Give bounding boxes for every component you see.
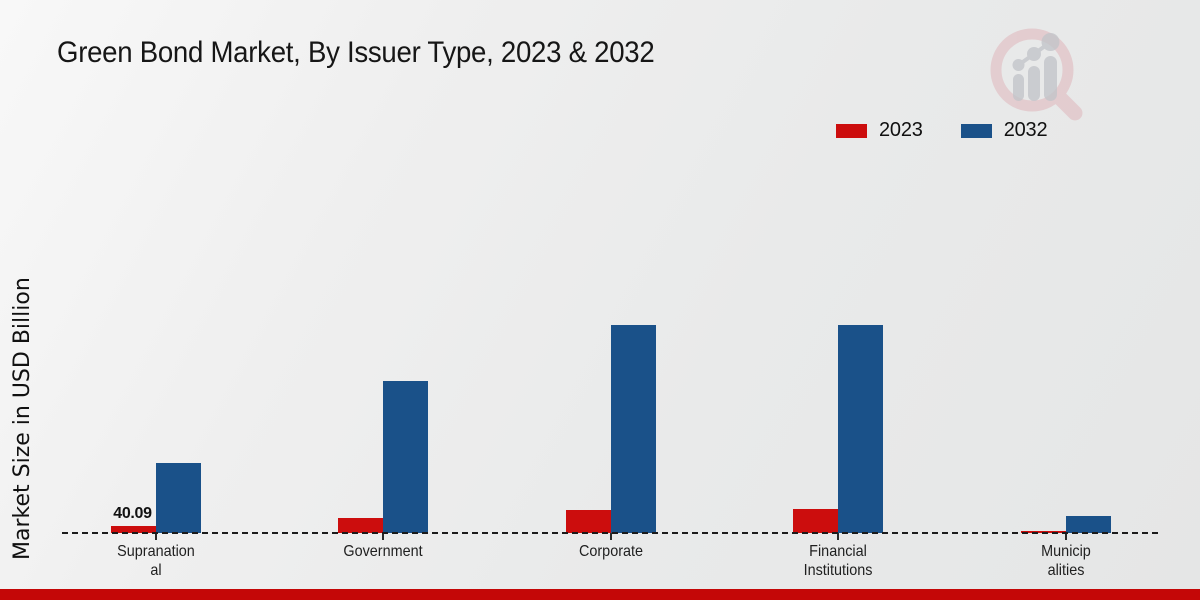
category-label-financial-institutions: Financial Institutions bbox=[803, 543, 873, 579]
bar-chart-glyph bbox=[1012, 33, 1060, 101]
legend-swatch-2023 bbox=[836, 123, 867, 138]
x-axis-tick-corporate bbox=[609, 533, 612, 540]
x-axis-tick-municipalities bbox=[1064, 533, 1067, 540]
market-research-logo-watermark bbox=[990, 28, 1083, 121]
legend-swatch-2032 bbox=[960, 123, 992, 138]
magnifier-ring bbox=[990, 28, 1083, 121]
legend-item-2023: 2023 bbox=[836, 119, 923, 142]
legend-label: 2032 bbox=[1003, 119, 1048, 141]
bar-2032-government bbox=[383, 381, 429, 533]
bar-2032-municipalities bbox=[1065, 516, 1111, 533]
legend-label: 2023 bbox=[879, 119, 923, 141]
legend-item-2032: 2032 bbox=[960, 119, 1048, 142]
x-axis-tick-financial-institutions bbox=[837, 533, 840, 540]
category-label-corporate: Corporate bbox=[578, 543, 643, 560]
footer-accent-bar bbox=[0, 589, 1200, 600]
bar-2032-supranational bbox=[155, 463, 201, 533]
category-label-government: Government bbox=[343, 543, 423, 560]
legend: 2023 2032 bbox=[836, 119, 1048, 142]
chart-title: Green Bond Market, By Issuer Type, 2023 … bbox=[57, 36, 655, 69]
bar-2023-financial-institutions bbox=[793, 508, 839, 533]
data-label-2023-supranational: 40.09 bbox=[113, 505, 152, 522]
bar-2023-supranational bbox=[110, 526, 156, 533]
bar-2032-financial-institutions bbox=[838, 325, 884, 533]
bar-2023-government bbox=[338, 518, 384, 533]
category-label-municipalities: Municip alities bbox=[1041, 543, 1091, 579]
bar-2023-corporate bbox=[565, 510, 611, 533]
x-axis-tick-government bbox=[382, 533, 385, 540]
x-axis-baseline bbox=[62, 532, 1158, 534]
bar-2032-corporate bbox=[610, 325, 656, 533]
x-axis-tick-supranational bbox=[154, 533, 157, 540]
category-label-supranational: Supranation al bbox=[116, 543, 195, 579]
